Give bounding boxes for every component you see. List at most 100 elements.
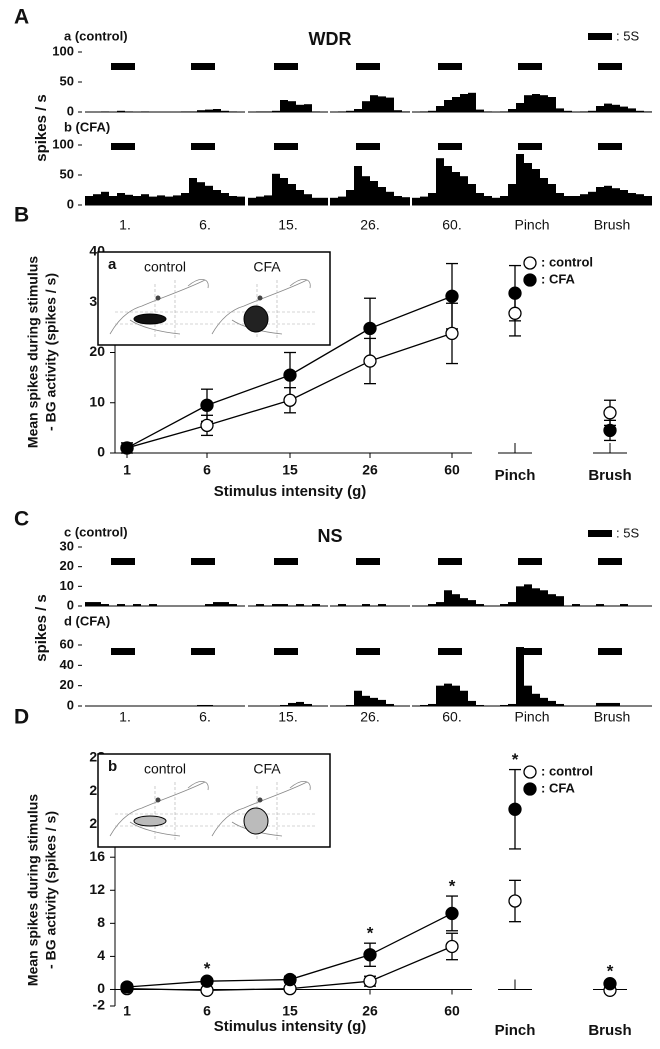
histogram-bar	[476, 604, 484, 606]
histogram-bar	[452, 172, 460, 205]
histogram-bar	[604, 185, 612, 205]
histogram-bar	[197, 704, 205, 706]
data-point	[200, 974, 214, 988]
histogram-bar	[596, 604, 604, 606]
histogram-bar	[85, 602, 93, 606]
histogram-bar	[205, 185, 213, 205]
histogram-bar	[272, 173, 280, 205]
histogram-bar	[532, 94, 540, 112]
side-label: Pinch	[495, 1022, 536, 1039]
histogram-bar	[304, 104, 312, 112]
histogram-bar	[304, 703, 312, 706]
histogram-bar	[468, 700, 476, 706]
histogram-bar	[213, 190, 221, 205]
histogram-bar	[428, 110, 436, 112]
rat-eye	[155, 797, 161, 803]
histogram-bar	[532, 588, 540, 606]
category-label: Brush	[594, 709, 631, 725]
histogram-bar	[452, 685, 460, 706]
histogram-bar	[386, 191, 394, 205]
y-tick-label: 0	[67, 697, 74, 712]
histogram-bar	[221, 602, 229, 606]
histogram-bar	[378, 604, 386, 606]
histogram-bar	[117, 110, 125, 112]
stimulus-bar	[438, 143, 462, 150]
histogram-bar	[444, 683, 452, 706]
stimulus-bar	[274, 143, 298, 150]
histogram-bar	[500, 604, 508, 606]
row-label: b (CFA)	[64, 119, 110, 134]
significance-mark: *	[449, 877, 456, 896]
inset-frame	[97, 753, 331, 848]
histogram-bar	[362, 101, 370, 112]
stimulus-bar	[518, 143, 542, 150]
x-tick-label: 6	[203, 1003, 211, 1019]
legend-label: : control	[541, 254, 593, 269]
histogram-bar	[500, 704, 508, 706]
histogram-bar	[428, 193, 436, 205]
histogram-bar	[620, 190, 628, 205]
histogram-bar	[612, 188, 620, 205]
histogram-bar	[612, 104, 620, 112]
y-tick-label: 30	[60, 538, 74, 553]
legend-label: : CFA	[541, 271, 576, 286]
legend-marker	[523, 273, 537, 287]
stimulus-bar	[356, 648, 380, 655]
histogram-bar	[109, 196, 117, 205]
panel-letter: D	[14, 706, 29, 729]
histogram-bar	[524, 685, 532, 706]
histogram-bar	[524, 163, 532, 205]
histogram-bar	[532, 693, 540, 706]
histogram-bar	[370, 697, 378, 706]
histogram-bar	[468, 92, 476, 112]
histogram-bar	[296, 104, 304, 112]
receptive-field	[133, 313, 167, 325]
histogram-bar	[548, 97, 556, 112]
stimulus-bar	[274, 558, 298, 565]
y-axis-label: - BG activity (spikes / s)	[43, 273, 59, 431]
y-axis-label: Mean spikes during stimulus	[25, 794, 41, 986]
x-tick-label: 60	[444, 462, 460, 478]
stimulus-bar	[518, 63, 542, 70]
y-tick-label: 100	[52, 136, 74, 151]
histogram-bar	[644, 196, 652, 205]
histogram-bar	[256, 604, 264, 606]
category-label: Pinch	[514, 217, 549, 233]
data-point	[445, 939, 459, 954]
histogram-bar	[229, 196, 237, 205]
inset: b control CFA	[97, 753, 331, 848]
histogram-bar	[516, 103, 524, 112]
y-tick-label: 20	[60, 677, 74, 692]
histogram-bar	[125, 194, 133, 205]
panel-letter: A	[14, 6, 29, 29]
panel-title: WDR	[309, 29, 352, 49]
histogram-bar	[386, 97, 394, 112]
histogram-bar	[312, 197, 320, 205]
data-point	[283, 393, 297, 407]
data-point	[200, 398, 214, 412]
receptive-field	[243, 305, 269, 333]
x-tick-label: 15	[282, 1003, 298, 1019]
y-tick-label: 50	[60, 166, 74, 181]
histogram-bar	[330, 197, 338, 205]
histogram-bar	[181, 193, 189, 205]
x-tick-label: 26	[362, 1003, 378, 1019]
stimulus-bar	[274, 648, 298, 655]
histogram-bar	[460, 598, 468, 606]
histogram-bar	[205, 109, 213, 112]
histogram-bar	[197, 182, 205, 205]
data-point	[508, 286, 522, 300]
stimulus-bar	[518, 648, 542, 655]
scale-bar	[588, 530, 612, 537]
histogram-bar	[346, 110, 354, 112]
x-tick-label: 60	[444, 1003, 460, 1019]
histogram-bar	[280, 100, 288, 112]
data-point	[445, 326, 459, 341]
stimulus-bar	[438, 648, 462, 655]
row-label: c (control)	[64, 524, 128, 539]
histogram-bar	[346, 190, 354, 205]
histogram-bar	[596, 702, 604, 706]
histogram-bar	[412, 197, 420, 205]
histogram-bar	[93, 194, 101, 205]
histogram-bar	[508, 602, 516, 606]
